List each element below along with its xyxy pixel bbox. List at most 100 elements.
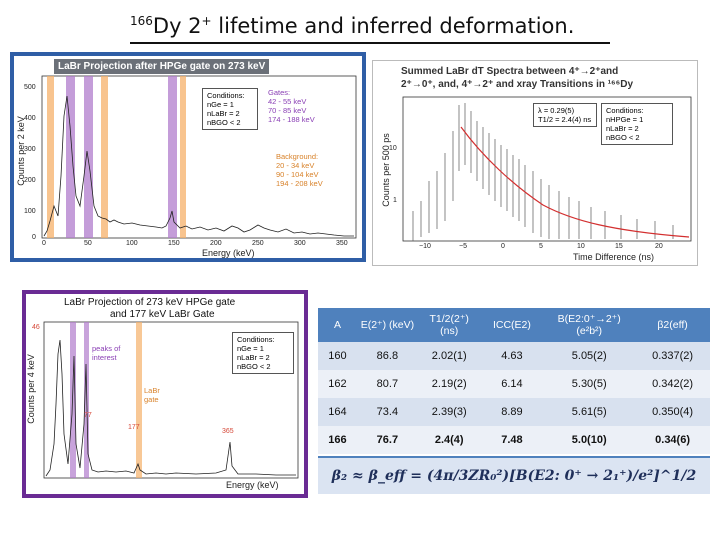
p3-peak-77: 77 xyxy=(84,412,92,419)
cell-energy: 73.4 xyxy=(356,398,418,426)
p1-xtick-150: 150 xyxy=(168,240,180,247)
p3-peak-365: 365 xyxy=(222,428,234,435)
time-difference-spectrum xyxy=(402,96,692,242)
cell-energy: 86.8 xyxy=(356,342,418,370)
p1-conditions-box: Conditions: nGe = 1 nLaBr = 2 nBGO < 2 xyxy=(202,88,258,130)
labr-177-gate-panel: LaBr Projection of 273 keV HPGe gate and… xyxy=(22,290,308,498)
p3-title-line2: and 177 keV LaBr Gate xyxy=(110,309,215,320)
p1-ylabel: Counts per 2 keV xyxy=(15,116,26,186)
cell-icc: 6.14 xyxy=(480,370,544,398)
p2-xtick-10: 10 xyxy=(577,243,585,250)
cell-half-life: 2.19(2) xyxy=(417,370,481,398)
p3-gate-line1: LaBr xyxy=(144,386,160,395)
p2-half-life: T1/2 = 2.4(4) ns xyxy=(538,115,592,124)
table-row: 166 76.7 2.4(4) 7.48 5.0(10) 0.34(6) xyxy=(318,426,710,454)
p2-xtick-neg10: −10 xyxy=(419,243,431,250)
cell-energy: 76.7 xyxy=(356,426,418,454)
p2-condition-3: nBGO < 2 xyxy=(606,133,640,142)
p3-conditions-box: Conditions: nGe = 1 nLaBr = 2 nBGO < 2 xyxy=(232,332,294,374)
cell-icc: 8.89 xyxy=(480,398,544,426)
slide-title: 166Dy 2+ lifetime and inferred deformati… xyxy=(130,14,574,38)
title-parity: + xyxy=(201,14,212,28)
p3-peak-46: 46 xyxy=(32,324,40,331)
p2-lambda: λ = 0.29(5) xyxy=(538,106,575,115)
cell-beta2: 0.34(6) xyxy=(635,426,710,454)
p1-ytick-200: 200 xyxy=(24,177,36,184)
cell-half-life: 2.39(3) xyxy=(417,398,481,426)
p1-gate-1: 42 - 55 keV xyxy=(268,97,307,106)
p2-fit-box: λ = 0.29(5) T1/2 = 2.4(4) ns xyxy=(533,103,597,127)
p3-peaks-line1: peaks of xyxy=(92,344,121,353)
p1-xtick-350: 350 xyxy=(336,240,348,247)
p1-xtick-300: 300 xyxy=(294,240,306,247)
p1-xlabel: Energy (keV) xyxy=(202,248,255,258)
deformation-table: A E(2⁺) (keV) T1/2(2⁺) (ns) ICC(E2) B(E2… xyxy=(318,308,710,454)
p1-gate-2: 70 - 85 keV xyxy=(268,106,307,115)
title-main: Dy 2 xyxy=(152,14,202,38)
p1-gates-heading: Gates: xyxy=(268,88,291,97)
cell-be2: 5.05(2) xyxy=(543,342,636,370)
p2-condition-2: nLaBr = 2 xyxy=(606,124,639,133)
cell-be2: 5.0(10) xyxy=(543,426,636,454)
title-mass-number: 166 xyxy=(130,14,153,28)
table-row: 160 86.8 2.02(1) 4.63 5.05(2) 0.337(2) xyxy=(318,342,710,370)
cell-beta2: 0.342(2) xyxy=(635,370,710,398)
col-header-energy: E(2⁺) (keV) xyxy=(356,308,418,342)
p2-xtick-5: 5 xyxy=(539,243,543,250)
col-header-be2: B(E2:0⁺→2⁺) (e²b²) xyxy=(543,308,636,342)
p2-ytick-1: 1 xyxy=(393,197,397,204)
p3-ylabel: Counts per 4 keV xyxy=(25,354,36,424)
p1-xtick-50: 50 xyxy=(84,240,92,247)
p3-gate-line2: gate xyxy=(144,395,159,404)
p3-xlabel: Energy (keV) xyxy=(226,480,279,490)
cell-a: 166 xyxy=(318,426,357,454)
p3-condition-2: nLaBr = 2 xyxy=(237,353,270,362)
p1-xtick-250: 250 xyxy=(252,240,264,247)
time-difference-panel: Summed LaBr dT Spectra between 4⁺→2⁺and … xyxy=(372,60,698,266)
p1-ytick-100: 100 xyxy=(24,208,36,215)
title-underline xyxy=(130,42,610,44)
cell-half-life: 2.4(4) xyxy=(417,426,481,454)
p2-xtick-15: 15 xyxy=(615,243,623,250)
cell-beta2: 0.350(4) xyxy=(635,398,710,426)
p2-xtick-0: 0 xyxy=(501,243,505,250)
p3-title-line1: LaBr Projection of 273 keV HPGe gate xyxy=(64,297,236,308)
p2-conditions-box: Conditions: nHPGe = 1 nLaBr = 2 nBGO < 2 xyxy=(601,103,673,145)
p3-peaks-line2: interest xyxy=(92,353,117,362)
p2-condition-1: nHPGe = 1 xyxy=(606,115,644,124)
cell-be2: 5.61(5) xyxy=(543,398,636,426)
p3-conditions-heading: Conditions: xyxy=(237,335,275,344)
p1-xtick-200: 200 xyxy=(210,240,222,247)
p2-ylabel: Counts per 500 ps xyxy=(380,133,391,207)
table-row: 162 80.7 2.19(2) 6.14 5.30(5) 0.342(2) xyxy=(318,370,710,398)
p1-conditions-heading: Conditions: xyxy=(207,91,245,100)
p2-xtick-neg5: −5 xyxy=(459,243,467,250)
table-header-row: A E(2⁺) (keV) T1/2(2⁺) (ns) ICC(E2) B(E2… xyxy=(318,308,710,342)
p2-ytick-10: 10 xyxy=(389,145,397,152)
col-header-beta2: β2(eff) xyxy=(635,308,710,342)
labr-projection-title: LaBr Projection after HPGe gate on 273 k… xyxy=(54,59,270,74)
p1-background-note: Background: 20 - 34 keV 90 - 104 keV 194… xyxy=(276,152,323,188)
p1-gates-note: Gates: 42 - 55 keV 70 - 85 keV 174 - 188… xyxy=(268,88,315,124)
labr-projection-plot-area: LaBr Projection after HPGe gate on 273 k… xyxy=(14,56,362,258)
p1-xtick-0: 0 xyxy=(42,240,46,247)
p1-condition-1: nGe = 1 xyxy=(207,100,234,109)
p3-condition-3: nBGO < 2 xyxy=(237,362,271,371)
p2-xlabel: Time Difference (ns) xyxy=(573,252,655,262)
col-header-icc: ICC(E2) xyxy=(480,308,544,342)
p1-condition-2: nLaBr = 2 xyxy=(207,109,240,118)
p2-xtick-20: 20 xyxy=(655,243,663,250)
labr-177-gate-spectrum xyxy=(43,321,299,479)
p3-peak-177: 177 xyxy=(128,424,140,431)
labr-projection-spectrum xyxy=(41,75,357,239)
cell-be2: 5.30(5) xyxy=(543,370,636,398)
p1-ytick-400: 400 xyxy=(24,115,36,122)
p1-condition-3: nBGO < 2 xyxy=(207,118,241,127)
p2-title-line2: 2⁺→0⁺, and, 4⁺→2⁺ and xray Transitions i… xyxy=(401,79,634,90)
cell-icc: 4.63 xyxy=(480,342,544,370)
p1-background-heading: Background: xyxy=(276,152,319,161)
cell-half-life: 2.02(1) xyxy=(417,342,481,370)
p1-ytick-300: 300 xyxy=(24,146,36,153)
cell-a: 164 xyxy=(318,398,357,426)
cell-energy: 80.7 xyxy=(356,370,418,398)
